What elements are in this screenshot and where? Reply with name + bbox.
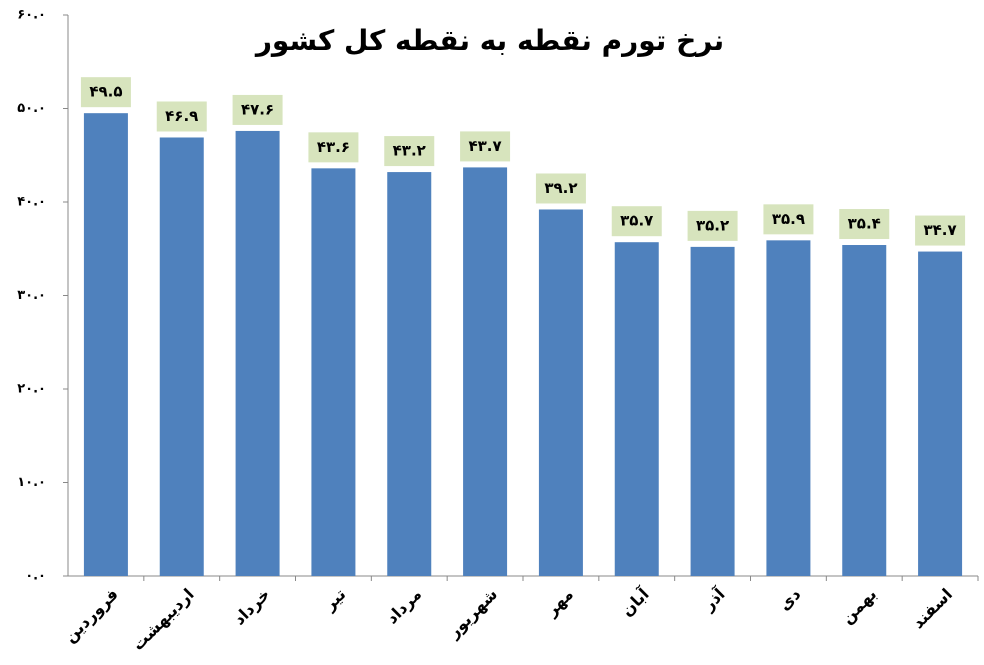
chart-title: نرخ تورم نقطه به نقطه کل کشور [254, 24, 724, 57]
y-tick-label: ۳۰.۰ [17, 288, 46, 303]
value-label: ۴۳.۷ [468, 137, 501, 155]
value-label-box [232, 94, 283, 125]
value-label-box [535, 173, 586, 204]
bar [159, 137, 204, 577]
value-label: ۴۹.۵ [89, 83, 122, 101]
value-label-box [80, 77, 131, 108]
value-label: ۴۳.۶ [317, 138, 350, 156]
bar [83, 113, 128, 577]
value-label: ۳۴.۷ [923, 221, 956, 239]
bar [538, 209, 583, 577]
y-tick-label: ۴۰.۰ [17, 195, 46, 210]
value-label-box [839, 209, 890, 240]
value-label: ۴۷.۶ [241, 100, 274, 118]
bar [766, 240, 811, 576]
value-label: ۳۹.۲ [544, 179, 577, 197]
value-label: ۴۳.۲ [393, 142, 426, 160]
bar [614, 242, 659, 576]
value-label-box [763, 204, 814, 235]
value-label-box [915, 215, 966, 246]
y-tick-label: ۰.۰ [25, 569, 46, 584]
value-label: ۳۵.۴ [848, 215, 881, 233]
value-label-box [611, 206, 662, 237]
value-label-box [687, 210, 738, 241]
bar [842, 245, 887, 576]
y-tick-label: ۱۰.۰ [17, 475, 46, 490]
value-label-box [308, 132, 359, 163]
bar [387, 172, 432, 576]
bar [311, 168, 356, 576]
y-tick-label: ۲۰.۰ [17, 382, 46, 397]
value-label: ۳۵.۲ [696, 216, 729, 234]
value-label-box [384, 136, 435, 167]
bar [463, 167, 508, 576]
value-label-box [156, 101, 207, 132]
y-tick-label: ۵۰.۰ [17, 101, 46, 116]
value-label: ۳۵.۹ [772, 210, 805, 228]
bar [690, 246, 735, 576]
bar [918, 251, 963, 576]
bar [235, 130, 280, 576]
value-label: ۴۶.۹ [165, 107, 198, 125]
value-label: ۳۵.۷ [620, 212, 653, 230]
value-label-box [460, 131, 511, 162]
y-tick-label: ۶۰.۰ [17, 8, 46, 23]
